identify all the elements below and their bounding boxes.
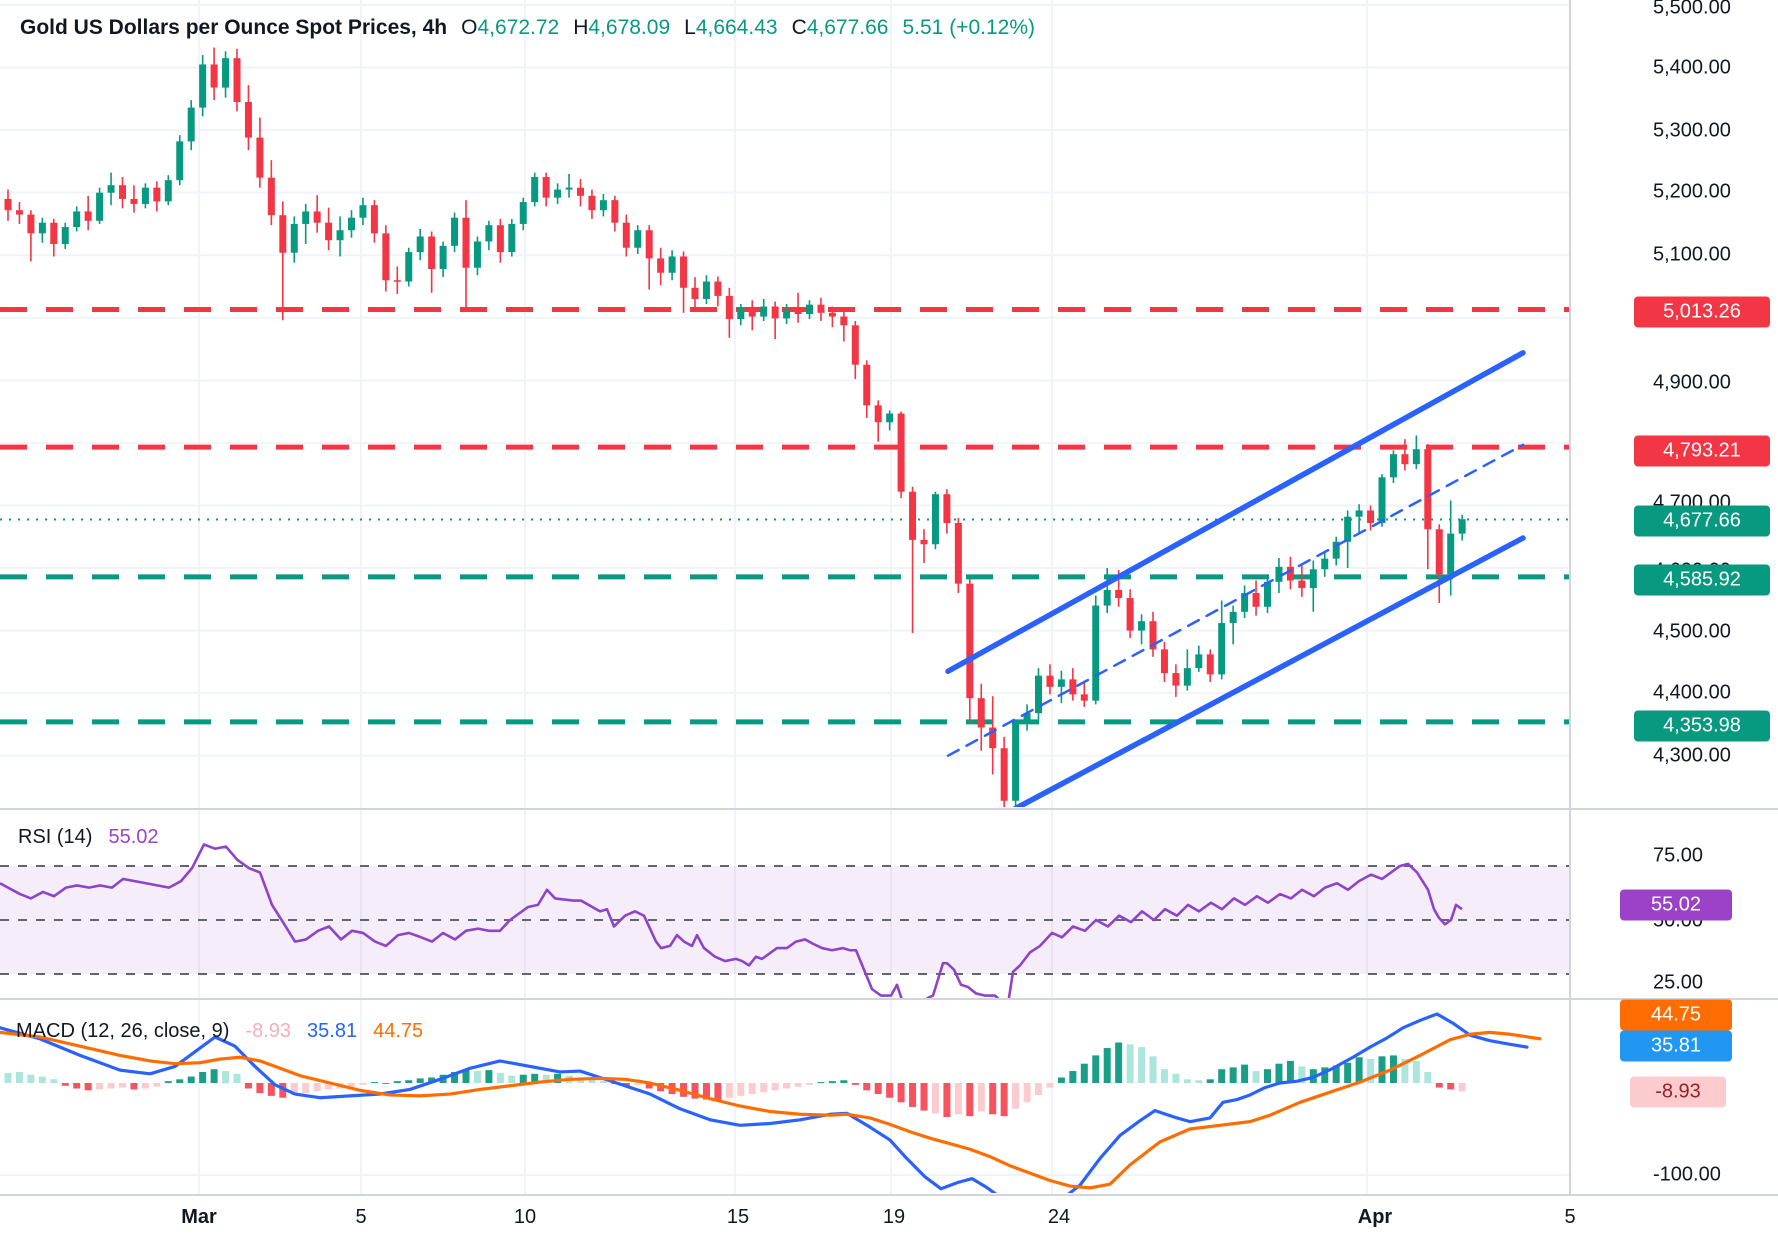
time-axis-label: 5 bbox=[355, 1206, 367, 1228]
price-badge: 44.75 bbox=[1620, 999, 1732, 1031]
symbol-title: Gold US Dollars per Ounce Spot Prices, 4… bbox=[20, 16, 448, 39]
price-badge: 55.02 bbox=[1620, 889, 1732, 921]
price-axis-label: 25.00 bbox=[1653, 971, 1704, 994]
candles-layer bbox=[4, 47, 1526, 807]
price-badge: 4,677.66 bbox=[1634, 505, 1770, 537]
price-axis-label: 5,100.00 bbox=[1653, 243, 1731, 266]
time-axis-label: 5 bbox=[1564, 1206, 1576, 1228]
time-axis-label: Apr bbox=[1357, 1206, 1393, 1228]
change-value: 5.51 (+0.12%) bbox=[902, 16, 1035, 39]
ohlc-close: C4,677.66 bbox=[791, 16, 889, 39]
price-badge: 4,585.92 bbox=[1634, 564, 1770, 596]
ohlc-high: H4,678.09 bbox=[573, 16, 671, 39]
time-axis-label: 19 bbox=[882, 1206, 906, 1228]
price-axis-label: 75.00 bbox=[1653, 844, 1704, 867]
time-axis-label: 10 bbox=[513, 1206, 537, 1228]
price-axis-label: 5,300.00 bbox=[1653, 119, 1731, 142]
price-badge: 35.81 bbox=[1620, 1030, 1732, 1062]
rsi-pane-legend: RSI (14) 55.02 bbox=[18, 826, 159, 849]
macd-layer bbox=[0, 1012, 1542, 1193]
macd-label: MACD (12, 26, close, 9) bbox=[16, 1020, 230, 1042]
price-axis-label: 4,400.00 bbox=[1653, 681, 1731, 704]
price-axis-label: 4,900.00 bbox=[1653, 371, 1731, 394]
price-badge: 4,793.21 bbox=[1634, 435, 1770, 467]
time-axis-label: 15 bbox=[726, 1206, 750, 1228]
macd-hist-value: -8.93 bbox=[245, 1020, 292, 1042]
macd-line-value: 35.81 bbox=[307, 1020, 358, 1042]
ohlc-open: O4,672.72 bbox=[461, 16, 560, 39]
price-axis-label: 4,500.00 bbox=[1653, 620, 1731, 643]
time-axis-label: Mar bbox=[181, 1206, 217, 1228]
price-axis-label: 5,500.00 bbox=[1653, 0, 1731, 19]
macd-signal-value: 44.75 bbox=[373, 1020, 424, 1042]
rsi-value: 55.02 bbox=[108, 826, 159, 848]
rsi-label: RSI (14) bbox=[18, 826, 93, 848]
price-axis-label: -100.00 bbox=[1653, 1163, 1721, 1186]
macd-pane-legend: MACD (12, 26, close, 9) -8.93 35.81 44.7… bbox=[16, 1020, 423, 1043]
price-badge: -8.93 bbox=[1630, 1076, 1726, 1108]
rsi-line-layer bbox=[0, 843, 1463, 998]
price-badge: 5,013.26 bbox=[1634, 296, 1770, 328]
price-badge: 4,353.98 bbox=[1634, 710, 1770, 742]
price-axis-label: 4,300.00 bbox=[1653, 744, 1731, 767]
chart-legend: Gold US Dollars per Ounce Spot Prices, 4… bbox=[20, 16, 1035, 40]
price-axis-label: 5,400.00 bbox=[1653, 56, 1731, 79]
time-axis-label: 24 bbox=[1047, 1206, 1071, 1228]
ohlc-low: L4,664.43 bbox=[684, 16, 778, 39]
price-axis-label: 5,200.00 bbox=[1653, 180, 1731, 203]
